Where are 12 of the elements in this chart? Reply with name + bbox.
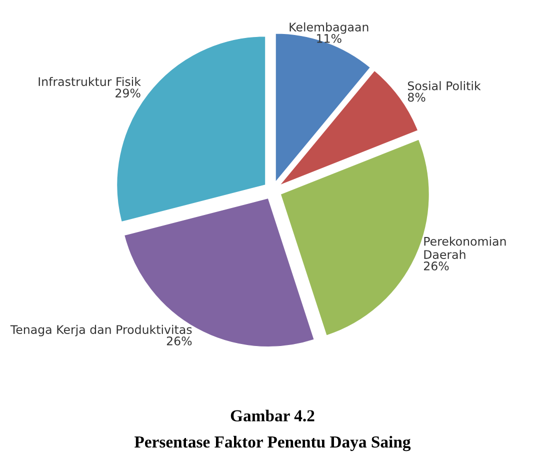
slice-label: Infrastruktur Fisik bbox=[38, 76, 141, 86]
slice-label: Perekonomian Daerah bbox=[424, 236, 506, 259]
slice-label: Tenaga Kerja dan Produktivitas bbox=[10, 324, 192, 336]
data-label: 11% bbox=[317, 34, 342, 43]
slice-label: Kelembagaan bbox=[290, 22, 368, 34]
data-label: 26% bbox=[424, 261, 449, 270]
data-label: 8% bbox=[408, 92, 426, 102]
slice-label: Sosial Politik bbox=[408, 81, 481, 90]
data-label: 29% bbox=[116, 88, 140, 98]
data-label: 26% bbox=[166, 336, 192, 346]
text: Gambar 4.2 bbox=[230, 410, 314, 422]
text: Persentase Faktor Penentu Daya Saing bbox=[134, 436, 411, 452]
